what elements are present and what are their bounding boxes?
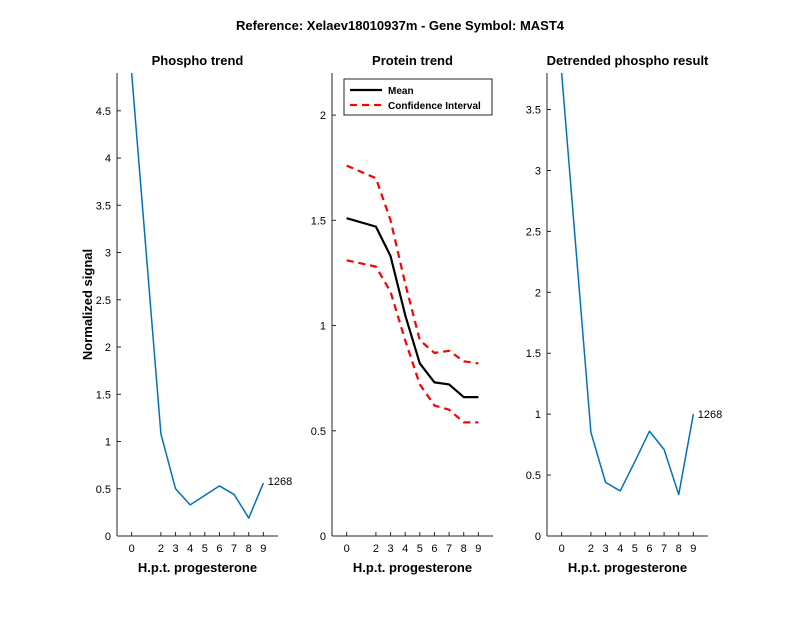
series-line-mean [346,217,479,399]
y-tick-label: 4 [105,153,111,165]
y-tick-label: 2 [320,110,326,122]
y-tick-label: 0 [320,531,326,543]
y-tick-label: 4.5 [96,106,111,118]
y-tick-label: 1.5 [96,389,111,401]
series-line-1268 [560,73,695,496]
x-tick-label: 7 [661,543,667,555]
x-tick-label: 6 [431,543,437,555]
y-tick-label: 2.5 [96,295,111,307]
y-tick-label: 0 [105,531,111,543]
x-tick-label: 0 [559,543,565,555]
x-tick-label: 9 [690,543,696,555]
x-tick-label: 7 [446,543,452,555]
x-tick-label: 9 [475,543,481,555]
series-annotation: 1268 [698,409,722,421]
x-tick-label: 6 [216,543,222,555]
legend-label-confidence-interval: Confidence Interval [388,101,481,112]
y-tick-label: 1.5 [526,348,541,360]
series-annotation: 1268 [268,476,292,488]
y-tick-label: 1 [320,321,326,333]
x-tick-label: 2 [158,543,164,555]
x-tick-label: 8 [246,543,252,555]
x-tick-label: 7 [231,543,237,555]
x-tick-label: 5 [417,543,423,555]
chart-title: Phospho trend [152,53,244,68]
x-tick-label: 0 [344,543,350,555]
y-tick-label: 3.5 [96,200,111,212]
figure-title: Reference: Xelaev18010937m - Gene Symbol… [236,18,565,33]
x-axis-label: H.p.t. progesterone [138,560,257,575]
x-tick-label: 2 [588,543,594,555]
y-tick-label: 3 [105,248,111,260]
series-line-confidence-interval-upper [346,164,479,365]
y-tick-label: 0 [535,531,541,543]
series-line-confidence-interval-lower [346,259,479,424]
y-tick-label: 1 [535,409,541,421]
x-tick-label: 5 [202,543,208,555]
x-tick-label: 3 [387,543,393,555]
x-tick-label: 2 [373,543,379,555]
y-tick-label: 3 [535,165,541,177]
x-tick-label: 4 [617,543,623,555]
x-tick-label: 5 [632,543,638,555]
y-tick-label: 0.5 [96,484,111,496]
y-tick-label: 2 [105,342,111,354]
series-line-1268 [130,73,265,519]
x-tick-label: 4 [402,543,408,555]
x-axis-label: H.p.t. progesterone [353,560,472,575]
y-tick-label: 0.5 [311,426,326,438]
chart-title: Detrended phospho result [547,53,709,68]
y-tick-label: 1 [105,437,111,449]
x-tick-label: 0 [129,543,135,555]
legend-box [343,78,493,116]
x-tick-label: 8 [461,543,467,555]
x-axis-label: H.p.t. progesterone [568,560,687,575]
y-tick-label: 1.5 [311,215,326,227]
x-tick-label: 9 [260,543,266,555]
y-tick-label: 2.5 [526,226,541,238]
y-tick-label: 2 [535,287,541,299]
x-tick-label: 4 [187,543,193,555]
y-tick-label: 3.5 [526,105,541,117]
x-tick-label: 6 [646,543,652,555]
y-axis-label: Normalized signal [80,249,95,360]
legend-label-mean: Mean [388,86,414,97]
x-tick-label: 3 [602,543,608,555]
x-tick-label: 3 [172,543,178,555]
chart-title: Protein trend [372,53,453,68]
x-tick-label: 8 [676,543,682,555]
y-tick-label: 0.5 [526,470,541,482]
